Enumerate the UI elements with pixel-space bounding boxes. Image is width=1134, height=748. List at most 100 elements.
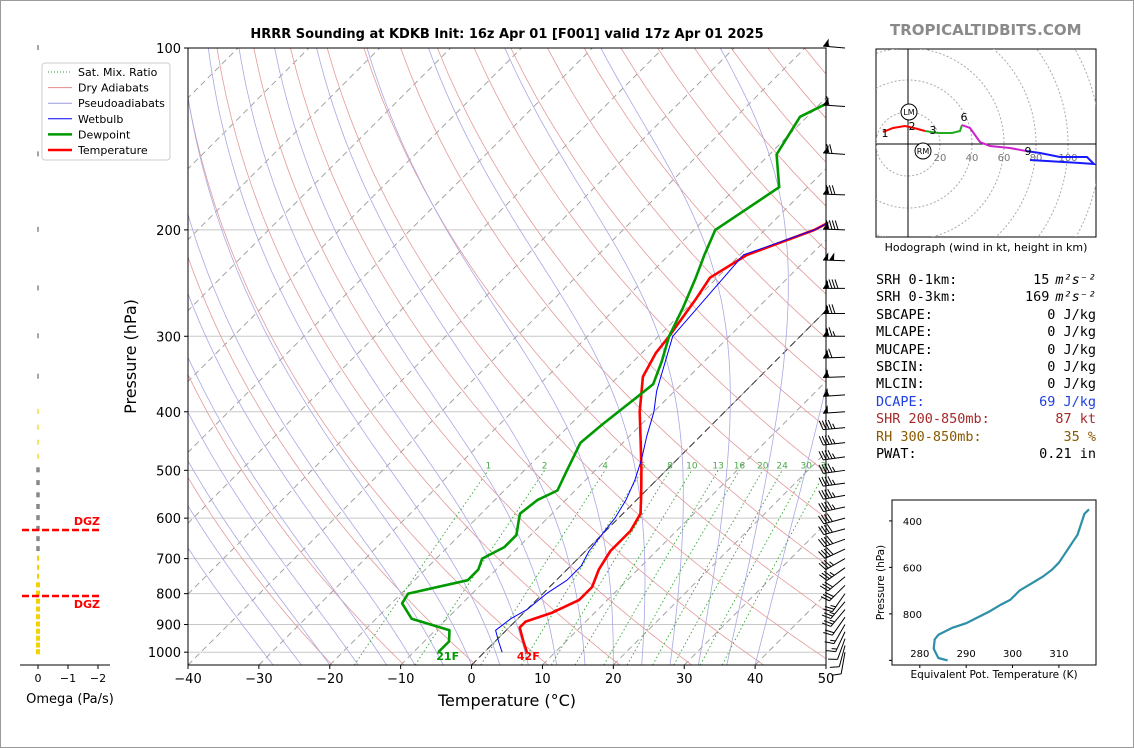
index-value-number: 87 kt xyxy=(1055,411,1096,428)
index-value-number: 15 xyxy=(1033,272,1050,288)
wind-barb-flag xyxy=(823,252,829,261)
omega-axis-label: Omega (Pa/s) xyxy=(26,692,114,707)
wind-barb-half xyxy=(832,423,836,429)
y-tick-label: 100 xyxy=(156,42,181,57)
wind-barb-half xyxy=(829,571,835,576)
wind-barb-full xyxy=(818,551,826,559)
wind-barb-full xyxy=(825,327,830,337)
pseudoadiabat xyxy=(188,547,274,665)
pseudoadiabat xyxy=(238,48,529,665)
wind-barb-half xyxy=(832,438,836,444)
wind-barb-flag xyxy=(829,252,835,261)
dry-adiabat xyxy=(400,48,826,565)
omega-bar xyxy=(36,621,40,627)
index-row: MUCAPE: 0 J/kg xyxy=(876,342,1096,359)
wind-barb-full xyxy=(823,631,833,636)
legend-label: Pseudoadiabats xyxy=(78,97,165,110)
omega-bar xyxy=(37,45,39,50)
omega-tick-label: 0 xyxy=(35,672,42,685)
wind-barb-full xyxy=(834,220,839,230)
wind-barb-full xyxy=(831,279,836,289)
omega-bar xyxy=(37,226,39,232)
wind-barb-full xyxy=(823,612,833,617)
index-value: 0 J/kg xyxy=(1047,359,1096,375)
index-value: 0 J/kg xyxy=(1047,342,1096,358)
wind-barbs xyxy=(818,38,846,676)
wind-barb-full xyxy=(824,463,830,473)
wind-barb xyxy=(823,528,846,536)
mixing-ratio-line xyxy=(652,470,764,665)
x-tick-label: 20 xyxy=(605,672,622,687)
x-tick-label: 50 xyxy=(818,672,835,687)
theta-e-x-label: Equivalent Pot. Temperature (K) xyxy=(910,669,1077,681)
wind-barb-full xyxy=(824,420,830,430)
wind-barb-full xyxy=(827,489,833,498)
wind-barb xyxy=(840,652,846,674)
wind-barb-full xyxy=(821,464,827,474)
omega-tick-label: −1 xyxy=(60,672,76,685)
index-label: MLCIN: xyxy=(876,376,925,393)
wind-barb xyxy=(823,506,846,513)
wind-barb-half xyxy=(831,492,836,498)
omega-panel: 0 −1 −2 Omega (Pa/s) DGZ DGZ xyxy=(20,45,114,707)
theta-e-y-tick-label: 400 xyxy=(903,517,922,528)
index-label: SRH 0-1km: xyxy=(876,272,958,288)
y-tick-label: 300 xyxy=(156,330,181,345)
y-tick-label: 900 xyxy=(156,619,181,634)
wind-barb-full xyxy=(821,477,827,486)
wind-barb-full xyxy=(827,476,833,486)
omega-bar xyxy=(37,333,39,339)
wind-barb-half xyxy=(829,619,835,623)
isotherm xyxy=(258,97,826,665)
wind-barb-full xyxy=(824,435,830,445)
mixing-ratio-label: 13 xyxy=(712,461,723,471)
dry-adiabat xyxy=(188,476,333,665)
y-tick-label: 700 xyxy=(156,553,181,568)
dgz-label: DGZ xyxy=(74,598,100,611)
pseudoadiabat xyxy=(719,48,789,665)
mixing-ratio-line xyxy=(626,470,740,665)
dry-adiabat xyxy=(216,48,621,665)
wind-barb-full xyxy=(831,673,842,676)
wind-barb-full xyxy=(831,185,836,195)
index-label: RH 300-850mb: xyxy=(876,428,982,445)
index-value-number: 0.21 in xyxy=(1039,445,1096,462)
dry-adiabat xyxy=(583,48,826,339)
hodograph-trace xyxy=(961,124,1027,152)
wind-barb-full xyxy=(827,435,833,445)
wind-barb-flag xyxy=(823,405,828,414)
wind-barb-full xyxy=(828,327,833,337)
hodograph-height-label: 9 xyxy=(1025,145,1032,158)
pseudoadiabat xyxy=(274,48,557,665)
omega-bar xyxy=(37,555,39,561)
index-value: 0 J/kg xyxy=(1047,376,1096,392)
wind-barb-full xyxy=(826,513,833,522)
wind-barb-full xyxy=(824,591,834,598)
pseudoadiabat xyxy=(188,411,359,665)
wind-barb-full xyxy=(822,594,832,600)
wind-barb xyxy=(830,601,846,619)
omega-bar xyxy=(36,503,40,509)
x-tick-label: −20 xyxy=(316,672,343,687)
wind-barb-full xyxy=(819,574,828,581)
wind-barb-full xyxy=(826,143,830,154)
wind-barb xyxy=(822,193,846,196)
theta-e-x-tick-label: 310 xyxy=(1049,649,1068,660)
index-label: SRH 0-3km: xyxy=(876,289,958,306)
mixing-ratio-label: 24 xyxy=(776,461,788,471)
wind-barb-full xyxy=(824,489,830,499)
wind-barb-full xyxy=(825,185,830,195)
dry-adiabat xyxy=(363,48,826,612)
dry-adiabat xyxy=(253,48,692,665)
wind-barb-full xyxy=(824,476,830,486)
pseudoadiabat xyxy=(188,292,416,665)
isotherm-zero xyxy=(471,309,826,665)
index-value-number: 0 J/kg xyxy=(1047,341,1096,358)
theta-e-panel: 280 290 300 310 400 600 800 Equivalent Pot. Tem… xyxy=(875,499,1097,681)
wind-barb-full xyxy=(818,538,825,547)
wind-barb xyxy=(823,482,846,487)
wind-barb-full xyxy=(821,525,828,535)
wind-barb-full xyxy=(821,561,829,569)
wind-barb-full xyxy=(829,666,840,668)
index-row: SHR 200-850mb: 87 kt xyxy=(876,411,1096,428)
